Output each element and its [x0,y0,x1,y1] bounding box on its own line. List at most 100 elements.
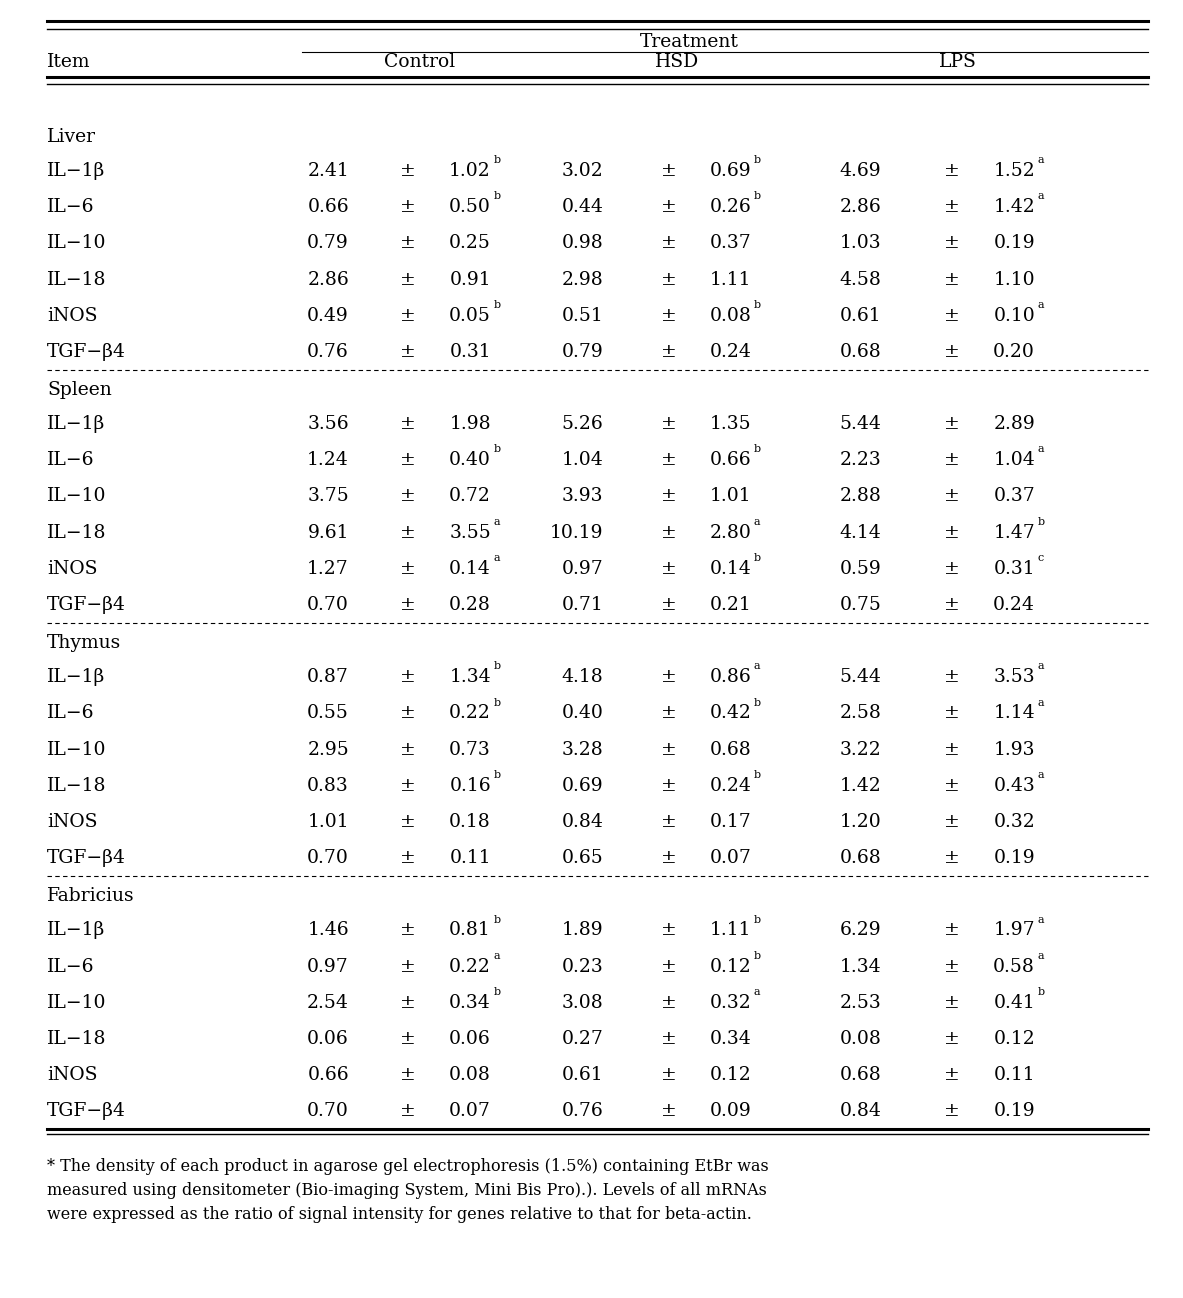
Text: ±: ± [660,813,677,831]
Text: 0.41: 0.41 [994,994,1035,1011]
Text: 0.06: 0.06 [450,1029,491,1047]
Text: 0.11: 0.11 [450,849,491,867]
Text: 0.71: 0.71 [562,596,603,614]
Text: ±: ± [944,849,961,867]
Text: ±: ± [400,452,416,470]
Text: 1.27: 1.27 [308,559,349,578]
Text: ±: ± [660,705,677,723]
Text: ±: ± [660,452,677,470]
Text: 0.26: 0.26 [710,199,751,217]
Text: ±: ± [400,415,416,434]
Text: 3.02: 3.02 [562,162,603,180]
Text: a: a [754,517,761,527]
Text: IL−1β: IL−1β [47,415,105,434]
Text: b: b [493,662,500,671]
Text: ±: ± [944,958,961,976]
Text: 1.42: 1.42 [840,776,881,794]
Text: ±: ± [944,813,961,831]
Text: 0.05: 0.05 [450,306,491,324]
Text: 0.70: 0.70 [308,1102,349,1120]
Text: b: b [493,697,500,707]
Text: 0.28: 0.28 [450,596,491,614]
Text: 1.89: 1.89 [562,922,603,940]
Text: ±: ± [660,306,677,324]
Text: iNOS: iNOS [47,306,98,324]
Text: 0.76: 0.76 [308,343,349,361]
Text: ±: ± [660,668,677,687]
Text: IL−10: IL−10 [47,488,106,505]
Text: 0.07: 0.07 [710,849,751,867]
Text: 0.34: 0.34 [450,994,491,1011]
Text: ±: ± [660,596,677,614]
Text: 0.58: 0.58 [994,958,1035,976]
Text: b: b [754,444,761,454]
Text: ±: ± [944,705,961,723]
Text: ±: ± [400,162,416,180]
Text: 5.44: 5.44 [840,668,881,687]
Text: 0.66: 0.66 [308,199,349,217]
Text: 0.97: 0.97 [562,559,603,578]
Text: 5.26: 5.26 [562,415,603,434]
Text: 3.22: 3.22 [840,741,881,758]
Text: ±: ± [400,849,416,867]
Text: IL−6: IL−6 [47,705,95,723]
Text: 2.23: 2.23 [840,452,881,470]
Text: ±: ± [400,958,416,976]
Text: 0.24: 0.24 [710,776,751,794]
Text: 1.04: 1.04 [562,452,603,470]
Text: ±: ± [944,776,961,794]
Text: a: a [1037,444,1045,454]
Text: b: b [754,950,761,961]
Text: ±: ± [400,596,416,614]
Text: HSD: HSD [654,53,699,71]
Text: * The density of each product in agarose gel electrophoresis (1.5%) containing E: * The density of each product in agarose… [47,1158,769,1223]
Text: 0.76: 0.76 [562,1102,603,1120]
Text: 1.52: 1.52 [994,162,1035,180]
Text: ±: ± [944,306,961,324]
Text: 0.68: 0.68 [710,741,751,758]
Text: Item: Item [47,53,91,71]
Text: 2.54: 2.54 [308,994,349,1011]
Text: 1.10: 1.10 [994,270,1035,288]
Text: IL−6: IL−6 [47,958,95,976]
Text: a: a [493,517,500,527]
Text: 0.75: 0.75 [840,596,881,614]
Text: 0.12: 0.12 [710,1066,751,1084]
Text: a: a [1037,300,1045,310]
Text: 0.19: 0.19 [994,1102,1035,1120]
Text: 4.14: 4.14 [840,523,881,541]
Text: ±: ± [660,1029,677,1047]
Text: 0.65: 0.65 [562,849,603,867]
Text: 0.22: 0.22 [450,705,491,723]
Text: b: b [754,770,761,780]
Text: TGF−β4: TGF−β4 [47,1102,127,1120]
Text: 1.11: 1.11 [710,270,751,288]
Text: 0.69: 0.69 [562,776,603,794]
Text: 0.79: 0.79 [308,235,349,252]
Text: IL−1β: IL−1β [47,668,105,687]
Text: 2.41: 2.41 [308,162,349,180]
Text: ±: ± [400,1102,416,1120]
Text: 1.01: 1.01 [308,813,349,831]
Text: ±: ± [660,523,677,541]
Text: 0.61: 0.61 [840,306,881,324]
Text: 0.97: 0.97 [308,958,349,976]
Text: 0.86: 0.86 [710,668,751,687]
Text: 0.12: 0.12 [710,958,751,976]
Text: 1.02: 1.02 [450,162,491,180]
Text: 0.19: 0.19 [994,849,1035,867]
Text: a: a [754,986,761,997]
Text: 0.18: 0.18 [450,813,491,831]
Text: b: b [754,191,761,201]
Text: a: a [1037,697,1045,707]
Text: ±: ± [660,741,677,758]
Text: 2.95: 2.95 [308,741,349,758]
Text: ±: ± [944,922,961,940]
Text: ±: ± [400,343,416,361]
Text: ±: ± [944,1066,961,1084]
Text: 0.37: 0.37 [994,488,1035,505]
Text: 0.19: 0.19 [994,235,1035,252]
Text: b: b [754,697,761,707]
Text: LPS: LPS [939,53,977,71]
Text: 0.51: 0.51 [562,306,603,324]
